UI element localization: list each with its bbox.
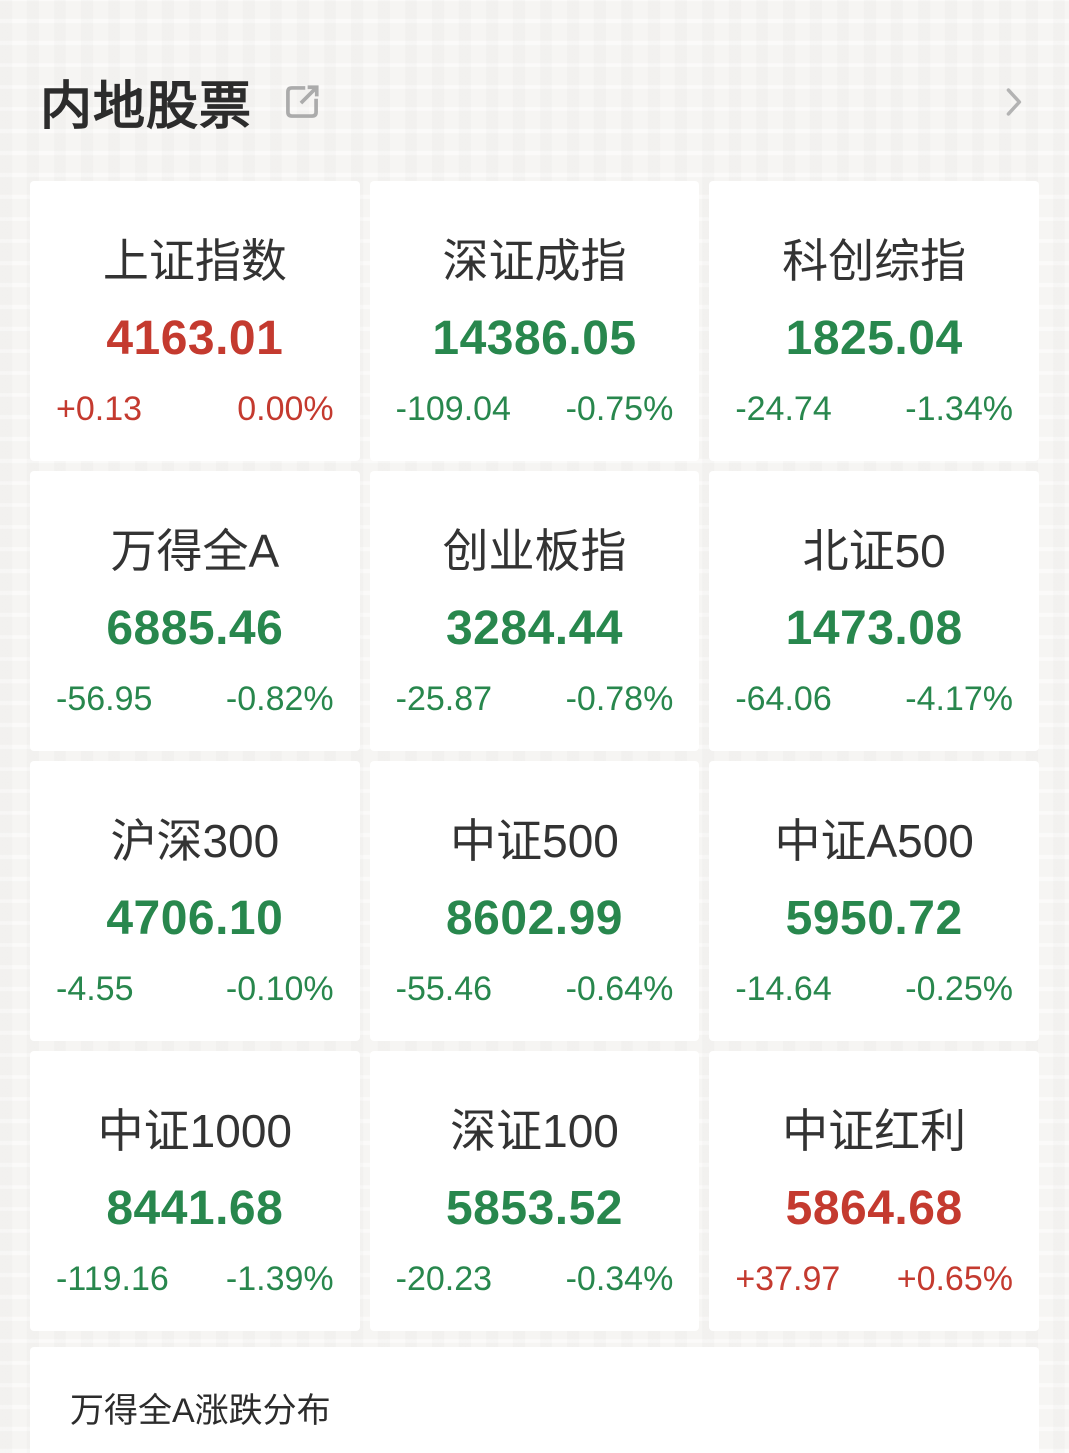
index-change-pct: -4.17% <box>905 680 1013 718</box>
index-change: -64.06 <box>735 680 832 718</box>
index-card-chinext[interactable]: 创业板指 3284.44 -25.87 -0.78% <box>369 471 700 751</box>
chevron-right-icon[interactable] <box>991 80 1035 124</box>
index-value: 4706.10 <box>106 892 284 945</box>
section-header: 内地股票 <box>0 0 1069 139</box>
index-value: 5950.72 <box>785 892 963 945</box>
index-value: 1473.08 <box>785 602 963 655</box>
index-change-row: -56.95 -0.82% <box>30 680 360 719</box>
index-value: 4163.01 <box>106 312 284 365</box>
index-change-pct: -0.78% <box>565 680 674 718</box>
index-value: 6885.46 <box>106 602 284 655</box>
index-name: 中证A500 <box>774 815 974 867</box>
index-card-csi-300[interactable]: 沪深300 4706.10 -4.55 -0.10% <box>30 761 360 1041</box>
index-card-szse-100[interactable]: 深证100 5853.52 -20.23 -0.34% <box>369 1051 700 1331</box>
index-name: 中证500 <box>450 815 619 867</box>
index-card-csi-dividend[interactable]: 中证红利 5864.68 +37.97 +0.65% <box>709 1051 1039 1331</box>
index-name: 万得全A <box>110 525 280 577</box>
index-change-pct: -0.64% <box>565 970 674 1008</box>
index-value: 5864.68 <box>785 1182 963 1235</box>
index-card-shanghai-composite[interactable]: 上证指数 4163.01 +0.13 0.00% <box>30 181 360 461</box>
index-change-row: -55.46 -0.64% <box>370 970 700 1009</box>
index-change-pct: -1.39% <box>225 1260 334 1298</box>
index-card-csi-1000[interactable]: 中证1000 8441.68 -119.16 -1.39% <box>30 1051 360 1331</box>
index-change-row: -119.16 -1.39% <box>30 1260 360 1299</box>
index-name: 创业板指 <box>442 525 627 577</box>
index-value: 5853.52 <box>445 1182 623 1235</box>
index-change-row: +37.97 +0.65% <box>709 1260 1039 1299</box>
external-link-icon[interactable] <box>276 76 328 128</box>
index-change: -14.64 <box>735 970 832 1008</box>
index-value: 8441.68 <box>106 1182 284 1235</box>
distribution-card[interactable]: 万得全A涨跌分布 <box>30 1347 1039 1453</box>
index-change-row: -4.55 -0.10% <box>30 970 360 1009</box>
index-change-row: -24.74 -1.34% <box>709 390 1039 429</box>
index-name: 科创综指 <box>782 235 967 287</box>
index-change-pct: -0.75% <box>565 390 674 428</box>
index-change: -56.95 <box>56 680 153 718</box>
index-change: -109.04 <box>395 390 511 428</box>
index-change-row: -25.87 -0.78% <box>370 680 700 719</box>
index-change: +37.97 <box>735 1260 841 1298</box>
index-value: 14386.05 <box>432 312 637 365</box>
index-change-row: -64.06 -4.17% <box>709 680 1039 719</box>
index-name: 中证1000 <box>97 1105 292 1157</box>
index-change: -55.46 <box>395 970 493 1008</box>
index-name: 北证50 <box>802 525 946 577</box>
index-name: 上证指数 <box>102 235 287 287</box>
index-change-row: -20.23 -0.34% <box>370 1260 700 1299</box>
index-value: 3284.44 <box>445 602 623 655</box>
index-change-row: +0.13 0.00% <box>30 390 360 429</box>
index-card-szse-component[interactable]: 深证成指 14386.05 -109.04 -0.75% <box>369 181 700 461</box>
index-name: 深证100 <box>450 1105 619 1157</box>
index-name: 沪深300 <box>110 815 280 867</box>
index-change-pct: -0.82% <box>225 680 334 718</box>
index-name: 中证红利 <box>782 1105 967 1157</box>
index-card-wind-all-a[interactable]: 万得全A 6885.46 -56.95 -0.82% <box>30 471 360 751</box>
index-card-star-composite[interactable]: 科创综指 1825.04 -24.74 -1.34% <box>709 181 1039 461</box>
index-value: 8602.99 <box>445 892 623 945</box>
page-title: 内地股票 <box>40 78 253 136</box>
index-change-pct: -1.34% <box>905 390 1013 428</box>
index-value: 1825.04 <box>785 312 963 365</box>
index-change-pct: -0.34% <box>565 1260 674 1298</box>
index-change-row: -14.64 -0.25% <box>709 970 1039 1009</box>
index-change: -25.87 <box>395 680 493 718</box>
index-grid: 上证指数 4163.01 +0.13 0.00% 深证成指 14386.05 -… <box>30 181 1039 1331</box>
distribution-title: 万得全A涨跌分布 <box>70 1392 331 1430</box>
index-change: -119.16 <box>56 1260 169 1298</box>
index-change-pct: -0.10% <box>225 970 334 1008</box>
index-name: 深证成指 <box>442 235 627 287</box>
index-change: -20.23 <box>395 1260 493 1298</box>
index-change-pct: -0.25% <box>905 970 1013 1008</box>
index-change-row: -109.04 -0.75% <box>370 390 700 429</box>
index-card-csi-500[interactable]: 中证500 8602.99 -55.46 -0.64% <box>369 761 700 1041</box>
index-card-csi-a500[interactable]: 中证A500 5950.72 -14.64 -0.25% <box>709 761 1039 1041</box>
index-change-pct: 0.00% <box>237 390 334 428</box>
index-change: -4.55 <box>56 970 134 1008</box>
index-card-bse-50[interactable]: 北证50 1473.08 -64.06 -4.17% <box>709 471 1039 751</box>
index-change: -24.74 <box>735 390 832 428</box>
index-change-pct: +0.65% <box>896 1260 1013 1298</box>
index-change: +0.13 <box>56 390 143 428</box>
